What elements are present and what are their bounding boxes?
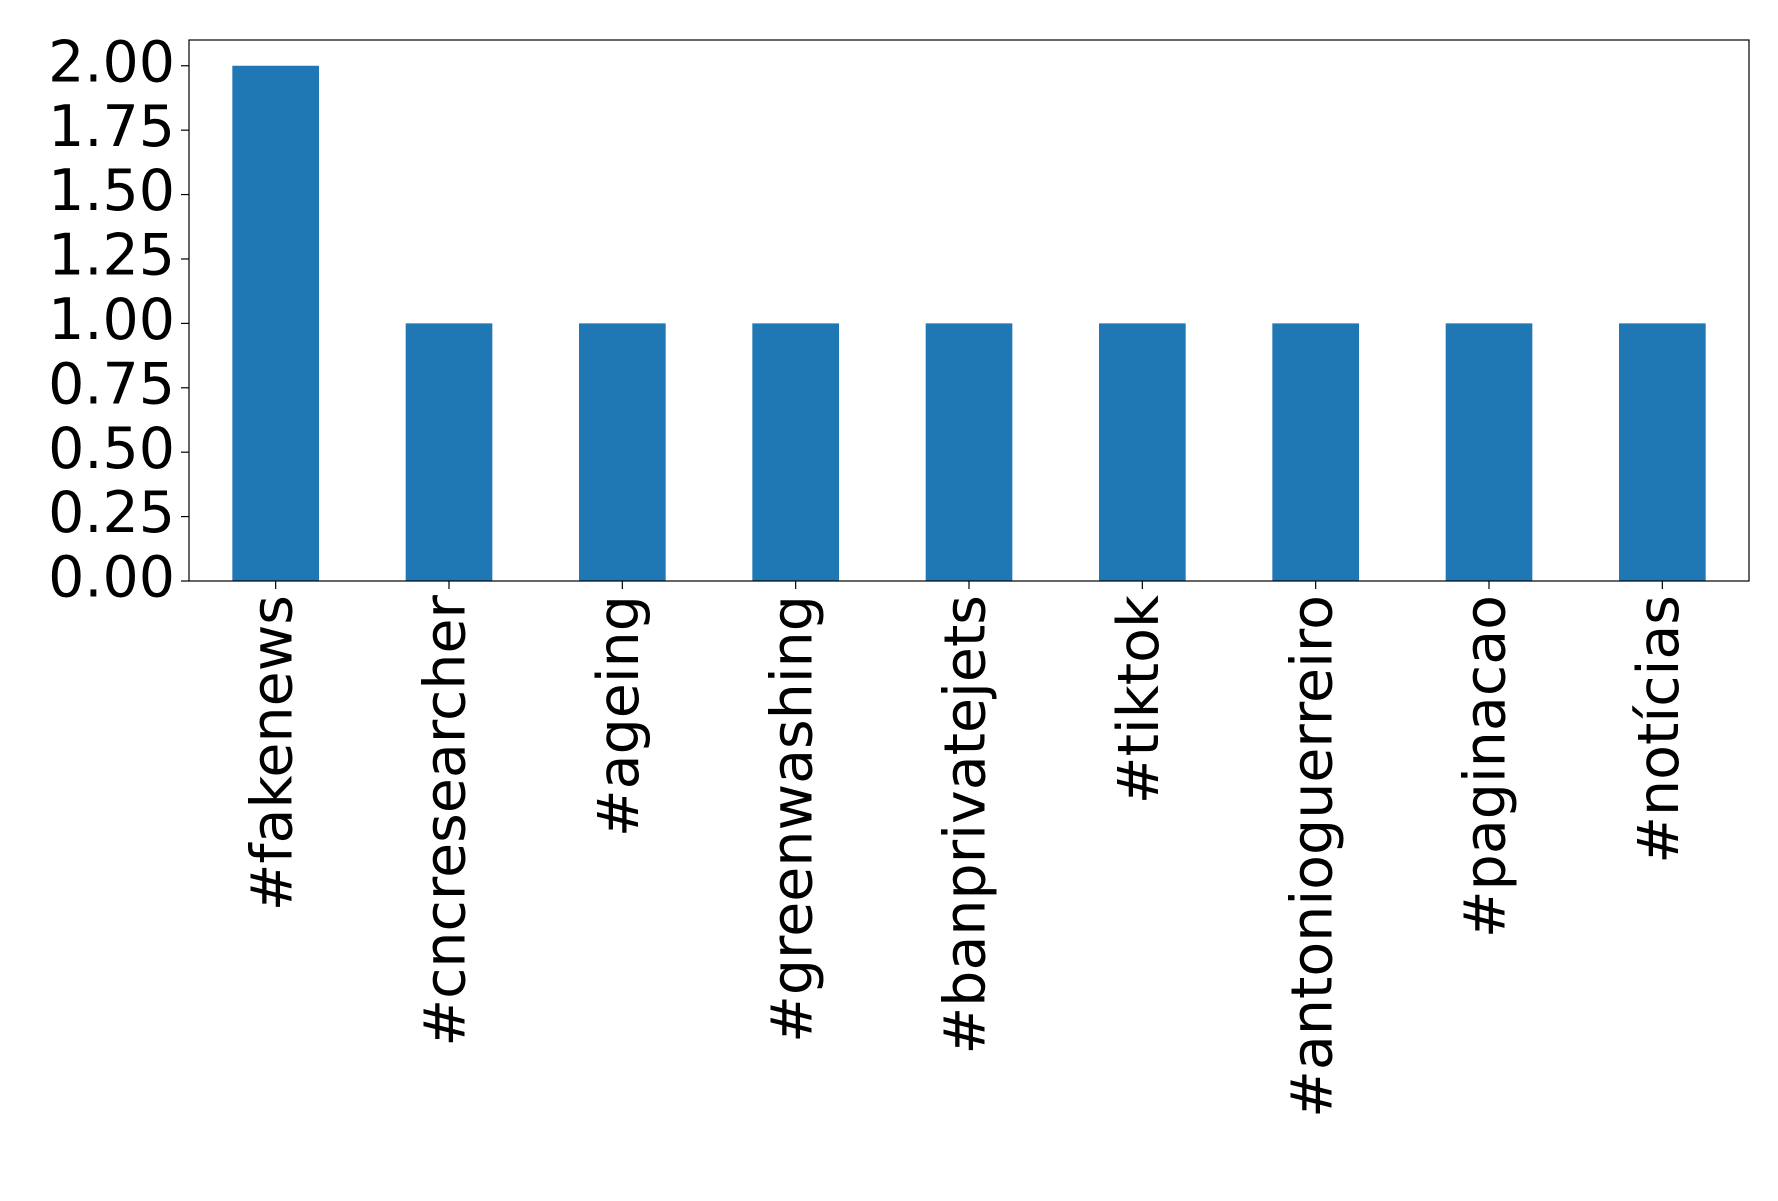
y-tick-label: 0.00 [48, 545, 175, 611]
bar [232, 65, 319, 581]
y-tick-label: 0.75 [48, 351, 175, 417]
plot-frame [188, 39, 1750, 582]
y-tick-label: 1.75 [48, 94, 175, 160]
bar [1619, 323, 1706, 581]
bar [405, 323, 493, 581]
x-tick-label: #paginacao [1453, 595, 1519, 938]
x-tick-label: #notícias [1626, 595, 1692, 864]
x-tick-label: #fakenews [239, 595, 305, 911]
y-tick-label: 2.00 [48, 29, 175, 95]
x-tick-label: #cncresearcher [413, 594, 479, 1046]
y-tick-label: 1.00 [48, 287, 175, 353]
bar [1272, 323, 1359, 581]
bar [1099, 323, 1186, 581]
x-tick-label: #tiktok [1106, 595, 1172, 804]
x-tick-label: #ageing [586, 595, 652, 837]
bar [752, 323, 839, 581]
y-tick-label: 1.25 [48, 223, 175, 289]
x-tick-label: #banprivatejets [933, 595, 999, 1054]
bar [925, 323, 1013, 581]
y-tick-label: 0.25 [48, 480, 175, 546]
x-tick-label: #antonioguerreiro [1279, 595, 1345, 1118]
y-tick-label: 1.50 [48, 158, 175, 224]
bar [1445, 323, 1533, 581]
bar [579, 323, 666, 581]
x-tick-label: #greenwashing [759, 595, 825, 1043]
y-tick-label: 0.50 [48, 416, 175, 482]
